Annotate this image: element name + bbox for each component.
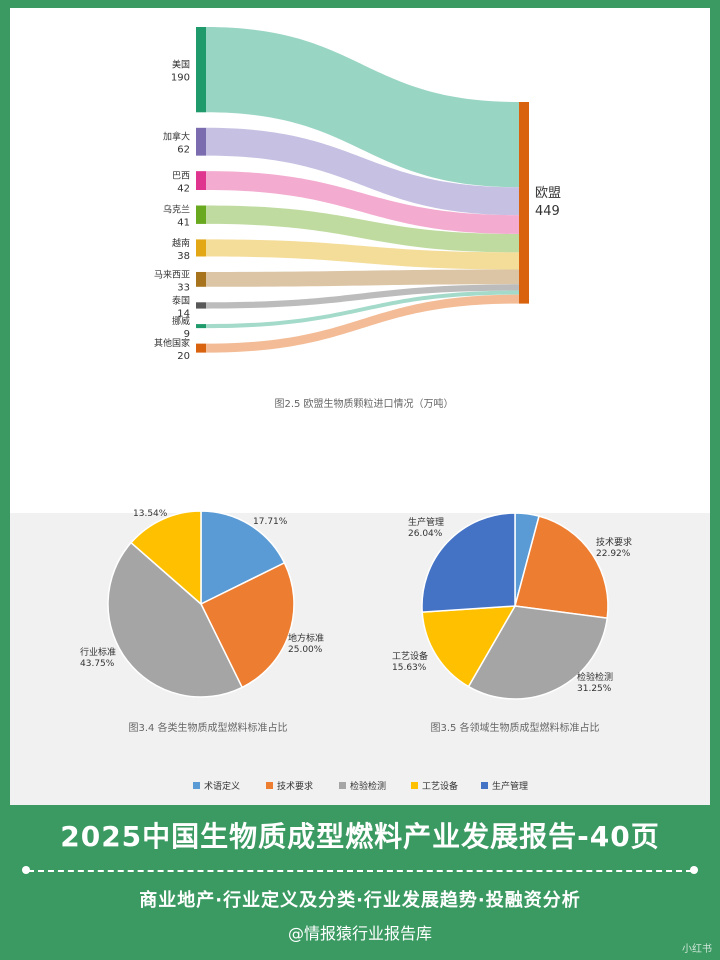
sankey-node-3 <box>196 205 206 224</box>
pie2-caption: 图3.5 各领域生物质成型燃料标准占比 <box>430 721 599 734</box>
sankey-flow-5 <box>206 269 519 287</box>
pie1-slice-2 <box>107 541 244 698</box>
pie1-caption: 图3.4 各类生物质成型燃料标准占比 <box>128 721 287 734</box>
sankey-flow-7 <box>206 290 519 329</box>
sankey-source-value: 42 <box>177 184 190 195</box>
sankey-target-node <box>519 102 529 304</box>
sankey-node-8 <box>196 343 206 353</box>
sankey-source-name: 美国 <box>172 59 190 71</box>
sankey-node-0 <box>196 27 206 113</box>
sankey-node-7 <box>196 324 206 329</box>
sankey-node-1 <box>196 127 206 156</box>
pie2-label-name: 技术要求 <box>596 536 632 548</box>
sankey-source-value: 14 <box>177 308 190 319</box>
banner-author: @情报猿行业报告库 <box>287 924 432 943</box>
pie2-label-value: 26.04% <box>408 529 443 539</box>
banner-subtitle: 商业地产·行业定义及分类·行业发展趋势·投融资分析 <box>139 890 581 911</box>
sankey-flow-8 <box>206 294 519 353</box>
pie1-label-value: 25.00% <box>288 645 323 655</box>
sankey-source-value: 62 <box>177 145 190 156</box>
legend-label-4: 生产管理 <box>492 780 528 792</box>
pie1-label-value: 17.71% <box>253 517 288 527</box>
legend-swatch-2 <box>339 782 346 789</box>
sankey-source-name: 马来西亚 <box>154 269 190 280</box>
pie1-label-name: 地方标准 <box>288 632 324 644</box>
divider-dot-left <box>22 866 30 874</box>
legend-swatch-1 <box>266 782 273 789</box>
sankey-source-value: 190 <box>171 73 190 84</box>
sankey-flow-1 <box>206 127 519 216</box>
sankey-node-2 <box>196 171 206 191</box>
sankey-flow-3 <box>206 205 519 253</box>
sankey-source-value: 33 <box>177 282 190 293</box>
sankey-source-name: 越南 <box>172 237 190 249</box>
sankey-source-name: 加拿大 <box>163 131 190 143</box>
sankey-node-6 <box>196 302 206 309</box>
sankey-node-4 <box>196 239 206 257</box>
banner-divider <box>28 870 692 872</box>
legend-label-3: 工艺设备 <box>422 780 458 792</box>
sankey-source-value: 20 <box>177 351 190 362</box>
pie2-label-value: 31.25% <box>577 684 612 694</box>
pie1-label-name: 行业标准 <box>80 646 116 658</box>
sankey-source-name: 其他国家 <box>154 337 190 349</box>
pie2-label-value: 15.63% <box>392 663 427 673</box>
legend-swatch-4 <box>481 782 488 789</box>
sankey-flow-4 <box>206 239 519 270</box>
pie1-slice-3 <box>130 510 202 606</box>
sankey-source-name: 乌克兰 <box>163 204 190 216</box>
legend-label-1: 技术要求 <box>277 780 313 792</box>
legend-swatch-0 <box>193 782 200 789</box>
sankey-flow-2 <box>206 171 519 235</box>
pie2-slice-4 <box>421 512 516 613</box>
sankey-flow-0 <box>206 27 519 188</box>
pie1-slice-1 <box>199 561 295 689</box>
pie2-label-name: 工艺设备 <box>392 650 428 662</box>
pie2-label-name: 生产管理 <box>408 516 444 528</box>
pie2-label-name: 检验检测 <box>577 671 613 683</box>
legend-label-0: 术语定义 <box>204 780 240 792</box>
pie2-label-value: 22.92% <box>596 549 631 559</box>
watermark-logo: 小红书 <box>682 944 712 955</box>
pie1-label-value: 13.54% <box>133 509 168 519</box>
sankey-source-name: 泰国 <box>172 294 190 306</box>
sankey-target-name: 欧盟 <box>535 186 561 201</box>
pie1-label-value: 43.75% <box>80 659 115 669</box>
divider-dot-right <box>690 866 698 874</box>
sankey-caption: 图2.5 欧盟生物质颗粒进口情况（万吨） <box>274 397 453 410</box>
sankey-source-value: 9 <box>184 329 190 340</box>
sankey-source-value: 38 <box>177 251 190 262</box>
banner-title: 2025中国生物质成型燃料产业发展报告-40页 <box>60 820 660 853</box>
sankey-source-value: 41 <box>177 218 190 229</box>
sankey-target-value: 449 <box>535 204 560 219</box>
pie1-slice-0 <box>200 510 286 606</box>
sankey-node-5 <box>196 271 206 287</box>
sankey-source-name: 挪威 <box>172 315 190 327</box>
sankey-source-name: 巴西 <box>172 171 190 182</box>
sankey-flow-6 <box>206 284 519 309</box>
pie2-slice-2 <box>467 605 609 700</box>
legend-swatch-3 <box>411 782 418 789</box>
legend-label-2: 检验检测 <box>350 780 386 792</box>
pie2-slice-3 <box>421 605 517 688</box>
pie2-slice-1 <box>514 515 609 619</box>
